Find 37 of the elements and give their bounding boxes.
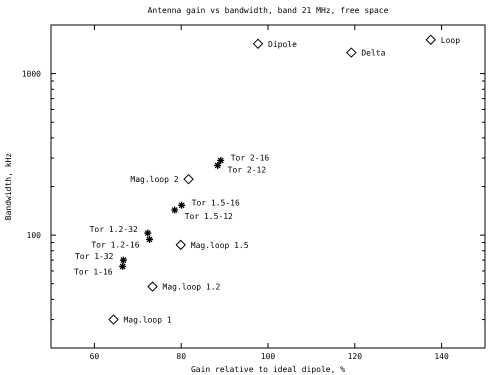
annotation: Mag.loop 1 — [123, 316, 172, 325]
point — [184, 174, 194, 184]
annotation: Tor 1-32 — [74, 252, 114, 262]
annotation: Delta — [361, 48, 386, 58]
annotation: Tor 1.5-12 — [184, 212, 234, 222]
annotation: Mag.loop 1.2 — [162, 282, 221, 292]
annotation: Mag.loop 1.5 — [190, 240, 249, 250]
x-tick-label: 60 — [90, 352, 100, 361]
point — [214, 161, 222, 170]
annotation: Dipole — [268, 40, 298, 49]
x-tick-label: 120 — [348, 352, 362, 361]
y-axis-title: Bandwidth, kHz — [4, 152, 13, 220]
point — [118, 262, 127, 271]
point — [148, 282, 158, 292]
annotation: Mag.loop 2 — [130, 175, 179, 184]
annotation: Tor 1.2-16 — [91, 240, 140, 250]
point — [253, 38, 264, 49]
point — [216, 156, 225, 165]
point — [144, 228, 152, 238]
x-tick-label: 100 — [260, 352, 276, 361]
point — [346, 48, 356, 58]
point — [176, 240, 186, 250]
annotation: Tor 2-12 — [228, 165, 266, 174]
annotation: Loop — [440, 36, 460, 45]
point — [119, 256, 128, 264]
x-tick-label: 80 — [176, 352, 186, 361]
annotation: Tor 1-16 — [74, 267, 113, 276]
y-tick-label: 1000 — [22, 70, 42, 79]
chart-title: Antenna gain vs bandwidth, band 21 MHz, free space — [148, 6, 389, 15]
annotation: Tor 1.5-16 — [192, 198, 240, 208]
point — [108, 314, 118, 325]
annotation: Tor 1.2-32 — [90, 225, 138, 234]
annotation: Tor 2-16 — [230, 153, 270, 162]
x-tick-label: 140 — [434, 352, 450, 361]
x-axis-title: Gain relative to ideal dipole, % — [190, 365, 346, 374]
point — [145, 235, 154, 244]
point — [426, 34, 436, 45]
